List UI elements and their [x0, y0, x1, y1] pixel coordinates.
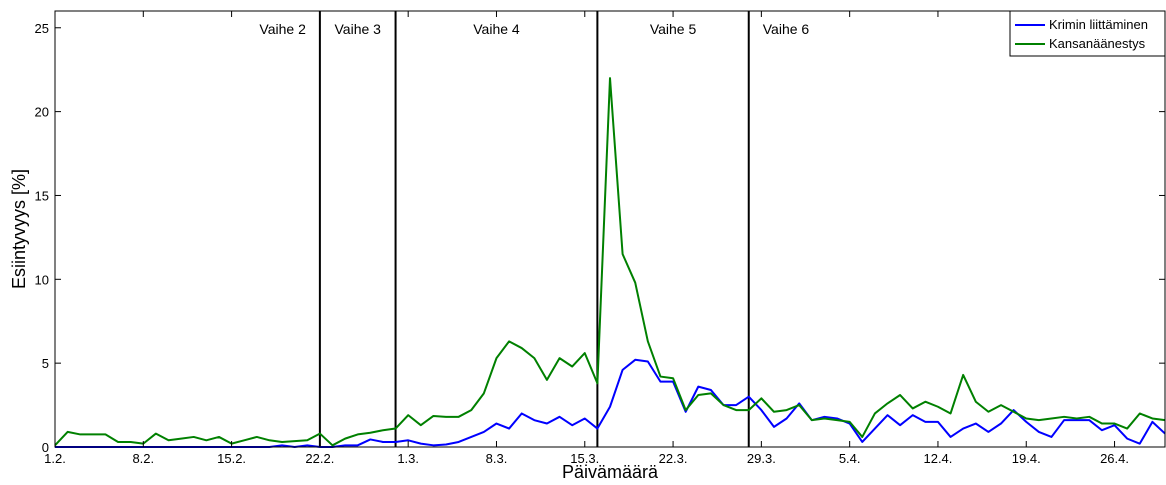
x-tick-label: 29.3. [747, 451, 776, 466]
y-axis: 0 5 10 15 20 25 [35, 21, 1165, 455]
y-tick-label: 5 [42, 356, 49, 371]
series-line-0 [55, 358, 1166, 448]
series-lines [54, 77, 1166, 448]
x-tick-label: 1.2. [44, 451, 66, 466]
phase-labels: Vaihe 2 Vaihe 3 Vaihe 4 Vaihe 5 Vaihe 6 [259, 21, 809, 37]
x-axis-title: Päivämäärä [562, 462, 659, 482]
x-axis: 1.2. 8.2. 15.2. 22.2. 1.3. 8.3. 15.3. 22.3. 29.3… [44, 11, 1129, 466]
phase-label: Vaihe 4 [473, 21, 520, 37]
series-line-1 [54, 77, 1166, 447]
phase-label: Vaihe 2 [259, 21, 306, 37]
phase-label: Vaihe 6 [763, 21, 810, 37]
x-tick-label: 19.4. [1012, 451, 1041, 466]
plot-area-frame [54, 10, 1166, 448]
legend-box [1009, 10, 1166, 57]
x-tick-label: 22.2. [305, 451, 334, 466]
y-tick-label: 10 [35, 272, 49, 287]
y-tick-label: 15 [35, 188, 49, 203]
y-tick-label: 0 [42, 440, 49, 455]
x-tick-label: 15.3. [570, 451, 599, 466]
phase-label: Vaihe 3 [335, 21, 382, 37]
x-tick-label: 5.4. [839, 451, 861, 466]
legend-label-krimin: Krimin liittäminen [1049, 17, 1148, 32]
x-tick-label: 8.2. [132, 451, 154, 466]
x-tick-label: 26.4. [1100, 451, 1129, 466]
legend-label-kansanaanestys: Kansanäänestys [1049, 36, 1146, 51]
x-tick-label: 1.3. [397, 451, 419, 466]
x-tick-label: 8.3. [486, 451, 508, 466]
y-tick-label: 25 [35, 21, 49, 36]
x-tick-label: 22.3. [659, 451, 688, 466]
phase-label: Vaihe 5 [650, 21, 697, 37]
x-tick-label: 15.2. [217, 451, 246, 466]
phase-lines [318, 11, 750, 447]
y-tick-label: 20 [35, 105, 49, 120]
x-tick-label: 12.4. [923, 451, 952, 466]
y-axis-title: Esiintyvyys [%] [9, 169, 29, 289]
legend: Krimin liittäminen Kansanäänestys [1009, 10, 1166, 57]
